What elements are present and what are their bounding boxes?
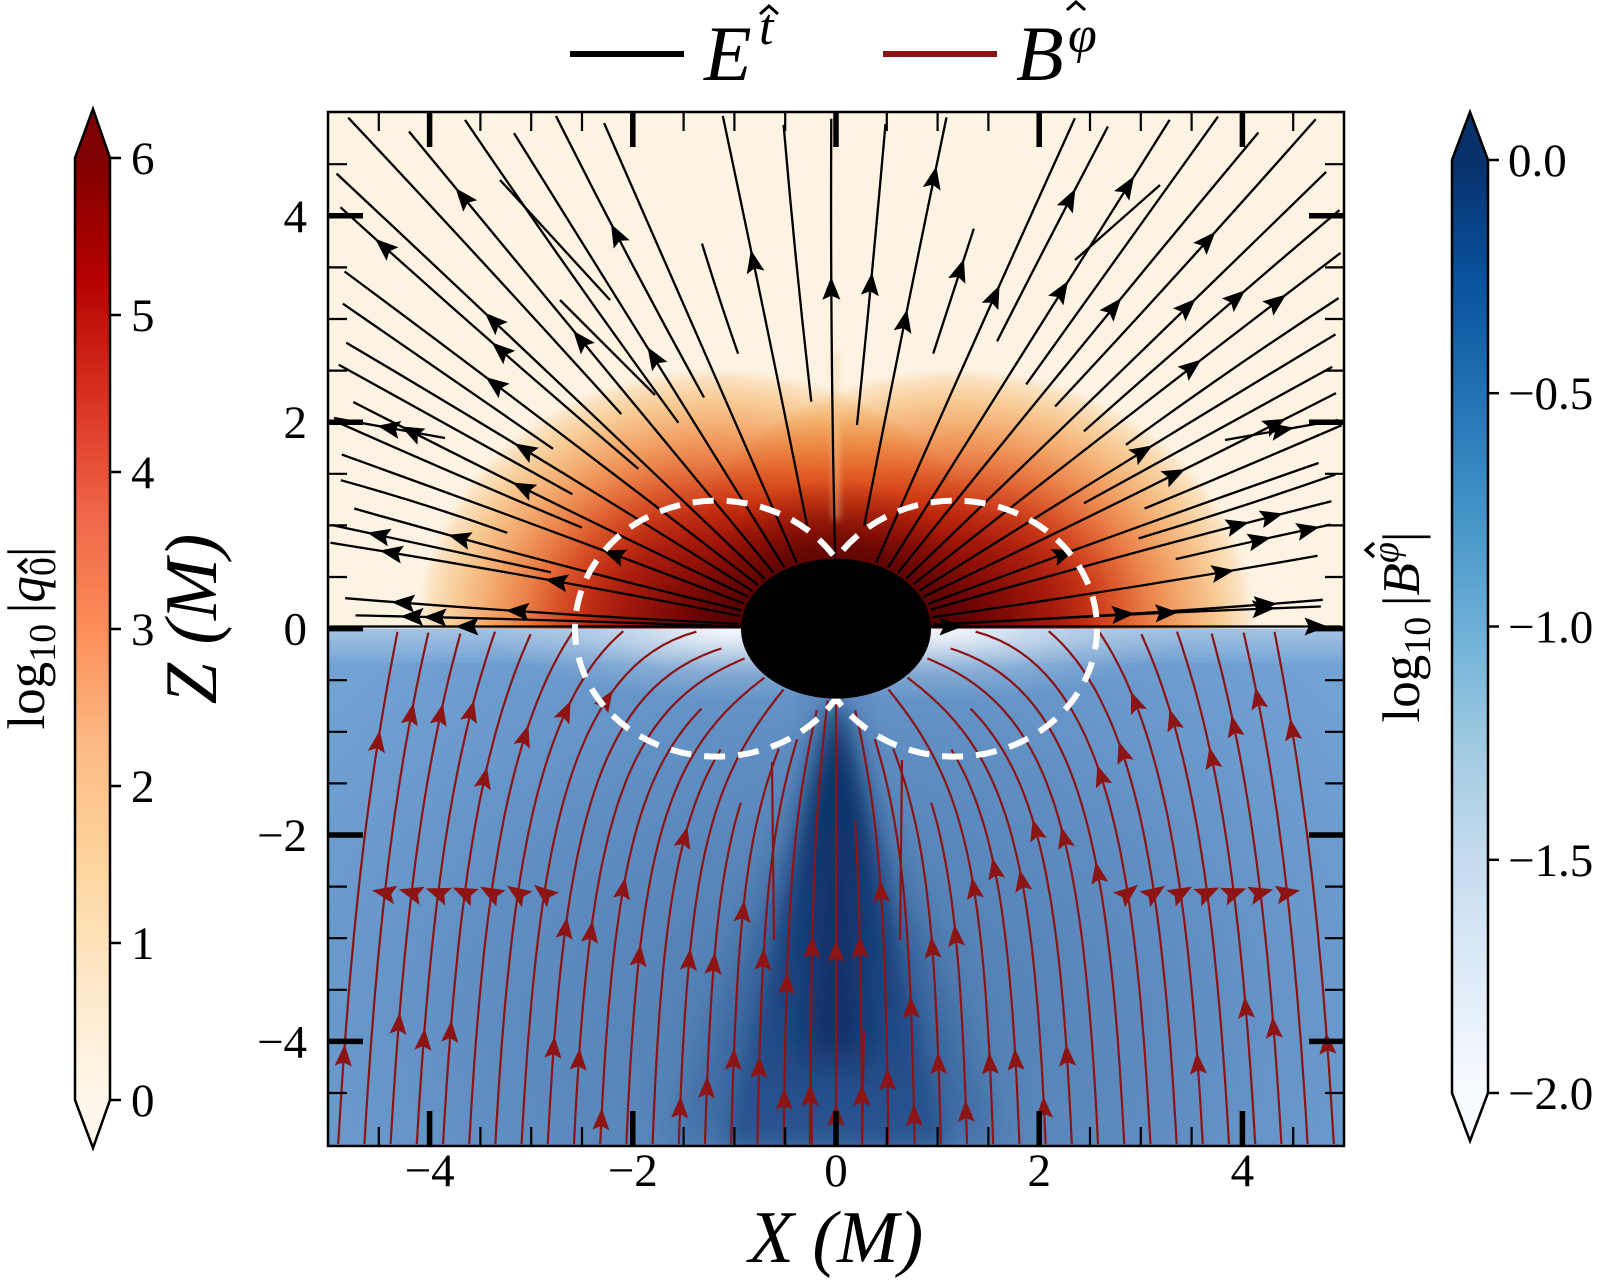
svg-text:1: 1 [131,918,155,970]
svg-text:−2: −2 [257,810,307,862]
svg-text:log10 |q0|: log10 |q0| [0,546,64,729]
svg-text:0: 0 [284,604,308,656]
svg-text:−4: −4 [257,1016,307,1068]
svg-text:−1.0: −1.0 [1508,602,1593,654]
svg-text:3: 3 [131,604,155,656]
svg-text:−0.5: −0.5 [1508,368,1593,420]
svg-text:−2.0: −2.0 [1508,1068,1593,1120]
svg-text:−2: −2 [608,1145,658,1197]
svg-text:4: 4 [1231,1145,1255,1197]
svg-text:0: 0 [824,1145,848,1197]
svg-text:2: 2 [284,397,308,449]
svg-text:log10 |Bφ|: log10 |Bφ| [1365,532,1439,723]
svg-text:5: 5 [131,290,155,342]
svg-text:0: 0 [131,1075,155,1127]
svg-text:E: E [703,10,752,97]
svg-text:B: B [1016,10,1064,97]
svg-text:6: 6 [131,133,155,185]
svg-text:4: 4 [284,191,308,243]
svg-text:−1.5: −1.5 [1508,835,1593,887]
svg-text:2: 2 [131,761,155,813]
svg-text:0.0: 0.0 [1508,135,1567,187]
svg-text:Z (M): Z (M) [151,534,233,705]
svg-text:−4: −4 [405,1145,455,1197]
svg-text:4: 4 [131,447,155,499]
svg-text:t: t [759,0,775,56]
svg-text:φ: φ [1068,7,1097,64]
svg-text:2: 2 [1027,1145,1051,1197]
svg-text:X (M): X (M) [746,1197,924,1279]
